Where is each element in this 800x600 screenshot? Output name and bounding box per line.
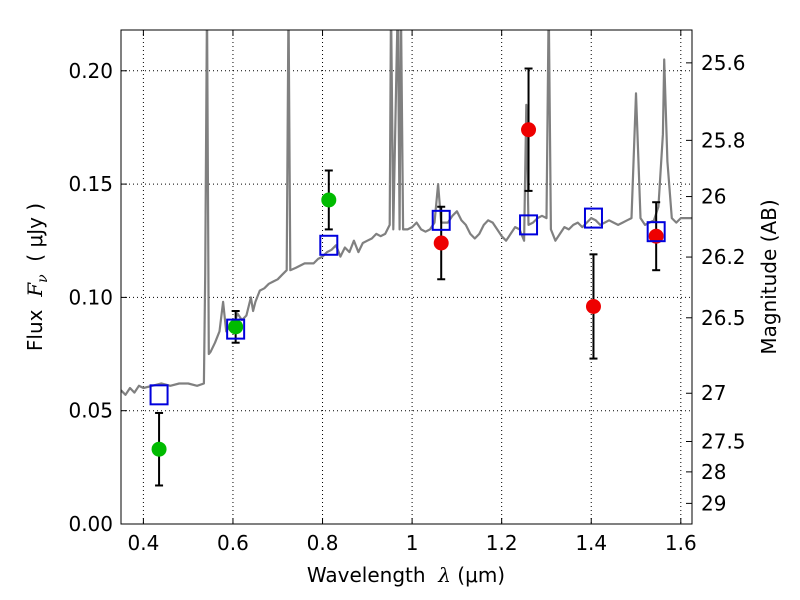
x-axis-title: Wavelength λ (μm) — [307, 563, 505, 587]
axis-ticks: 0.4 0.6 0.8 1 1.2 1.4 1.6 0.00 0.05 0.10 0.15 0.20 2… — [68, 30, 746, 555]
data-point-circle — [321, 192, 337, 208]
model-point-square — [431, 209, 451, 231]
x-tick-label: 0.6 — [217, 531, 249, 555]
model-point-square — [149, 384, 169, 406]
data-point-circle — [151, 441, 167, 457]
y2-tick-label: 26.2 — [701, 245, 746, 269]
y-tick-label: 0.00 — [68, 512, 113, 536]
y-tick-label: 0.10 — [68, 285, 113, 309]
model-point-square — [319, 234, 339, 256]
y2-tick-label: 26 — [701, 185, 726, 209]
x-tick-label: 1 — [406, 531, 419, 555]
model-point-square — [226, 318, 246, 340]
x-tick-label: 1.4 — [575, 531, 607, 555]
y-axis-title: Flux Fν ( μJy ) — [23, 203, 51, 351]
y2-tick-label: 26.5 — [701, 306, 746, 330]
x-tick-label: 1.6 — [665, 531, 697, 555]
data-point-circle — [433, 235, 449, 251]
y2-tick-label: 25.8 — [701, 128, 746, 152]
y2-tick-label: 27 — [701, 381, 726, 405]
spectrum-line — [121, 30, 692, 396]
model-point-square — [646, 221, 666, 243]
plot-area — [121, 30, 692, 487]
model-point-square — [583, 207, 603, 229]
plot-frame — [120, 29, 693, 525]
y2-tick-label: 28 — [701, 460, 726, 484]
data-point-circle — [228, 319, 244, 335]
y-tick-label: 0.15 — [68, 172, 113, 196]
error-bars — [155, 67, 661, 487]
x-tick-label: 1.2 — [486, 531, 518, 555]
y2-tick-label: 27.5 — [701, 430, 746, 454]
x-tick-label: 0.4 — [127, 531, 159, 555]
data-markers — [149, 122, 666, 457]
y-tick-label: 0.20 — [68, 59, 113, 83]
x-tick-label: 0.8 — [307, 531, 339, 555]
data-point-circle — [648, 228, 664, 244]
data-point-circle — [585, 298, 601, 314]
y2-axis-title: Magnitude (AB) — [757, 199, 781, 354]
y-tick-label: 0.05 — [68, 399, 113, 423]
data-point-circle — [521, 122, 537, 138]
y2-tick-label: 29 — [701, 491, 726, 515]
y2-tick-label: 25.6 — [701, 51, 746, 75]
model-point-square — [519, 214, 539, 236]
